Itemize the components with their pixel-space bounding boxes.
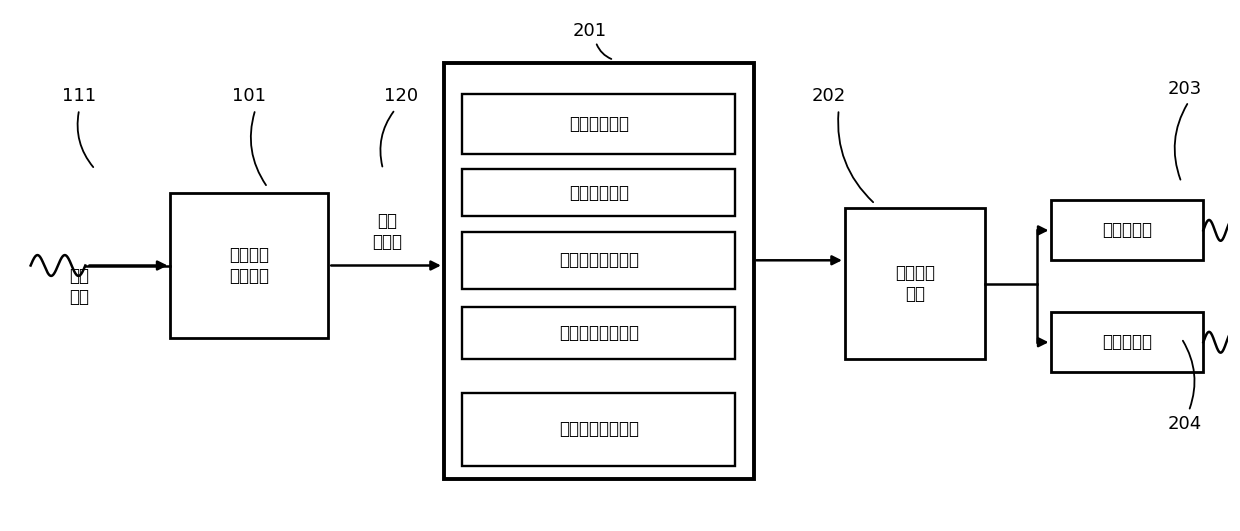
- Bar: [463, 307, 735, 359]
- Bar: [463, 169, 735, 216]
- FancyArrowPatch shape: [596, 44, 611, 59]
- Bar: [463, 94, 735, 153]
- FancyArrowPatch shape: [1183, 341, 1194, 408]
- Text: 周期预测单元: 周期预测单元: [569, 115, 629, 133]
- FancyArrowPatch shape: [250, 112, 267, 185]
- Bar: [1052, 312, 1203, 372]
- Bar: [844, 208, 985, 359]
- Bar: [1052, 201, 1203, 260]
- Bar: [170, 193, 329, 338]
- Text: 111: 111: [62, 88, 97, 105]
- Text: 同步
信号: 同步 信号: [69, 267, 89, 306]
- Bar: [463, 393, 735, 466]
- Text: 101: 101: [232, 88, 267, 105]
- FancyArrowPatch shape: [381, 112, 393, 167]
- Text: 右液晶镜片: 右液晶镜片: [1102, 333, 1152, 351]
- Text: 控制信号生成单元: 控制信号生成单元: [559, 324, 639, 342]
- Text: 201: 201: [573, 22, 606, 40]
- Bar: [463, 232, 735, 289]
- Text: 射频
数据包: 射频 数据包: [372, 212, 402, 251]
- FancyArrowPatch shape: [78, 112, 93, 167]
- Text: 202: 202: [812, 88, 846, 105]
- Text: 120: 120: [384, 88, 418, 105]
- Text: 203: 203: [1168, 80, 1203, 98]
- Text: 液晶驱动
模块: 液晶驱动 模块: [895, 264, 935, 303]
- Text: 功率控制单元: 功率控制单元: [569, 184, 629, 202]
- FancyArrowPatch shape: [1174, 104, 1187, 179]
- Text: 左液晶镜片: 左液晶镜片: [1102, 221, 1152, 239]
- FancyArrowPatch shape: [838, 112, 873, 202]
- Text: 同步信号还原单元: 同步信号还原单元: [559, 251, 639, 269]
- Bar: [444, 63, 754, 479]
- Text: 无线射频
发射模块: 无线射频 发射模块: [229, 246, 269, 285]
- Text: 204: 204: [1168, 415, 1203, 433]
- Text: 无线射频接收模块: 无线射频接收模块: [559, 421, 639, 439]
